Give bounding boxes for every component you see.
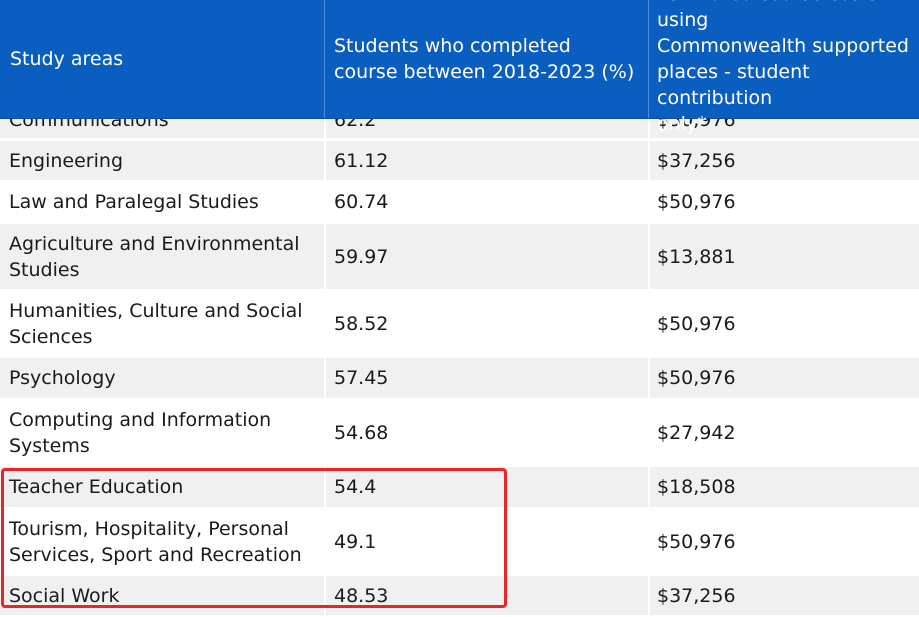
completion-cell: 58.52 xyxy=(324,291,648,356)
study-area-cell: Teacher Education xyxy=(9,476,184,498)
table-row: Tourism, Hospitality, Personal Services,… xyxy=(0,509,919,576)
study-area-cell: Social Work xyxy=(9,584,120,607)
table-row: Engineering 61.12 $37,256 xyxy=(0,141,919,182)
study-area-cell: Humanities, Culture and Social Sciences xyxy=(9,299,303,348)
study-area-cell: Agriculture and Environmental Studies xyxy=(9,232,300,281)
completion-cell: 48.53 xyxy=(324,576,648,615)
cost-cell: $37,256 xyxy=(648,576,919,615)
study-area-cell: Engineering xyxy=(9,149,123,172)
completion-cell: 61.12 xyxy=(324,141,648,180)
cost-cell: $50,976 xyxy=(648,182,919,222)
study-area-cell: Computing and Information Systems xyxy=(9,408,272,457)
cost-cell: $50,976 xyxy=(648,291,919,356)
completion-cell: 54.4 xyxy=(324,467,648,507)
study-area-cell: Law and Paralegal Studies xyxy=(9,191,259,213)
cost-cell: $50,976 xyxy=(648,358,919,398)
cost-cell: $50,976 xyxy=(648,509,919,574)
table-row: Social Work 48.53 $37,256 xyxy=(0,576,919,617)
table-row: Law and Paralegal Studies 60.74 $50,976 xyxy=(0,182,919,224)
completion-cell: 60.74 xyxy=(324,182,648,222)
table-header: Study areas Students who completed cours… xyxy=(0,0,919,135)
cost-cell: $18,508 xyxy=(648,467,919,507)
completion-cell: 49.1 xyxy=(324,509,648,574)
cost-cell: $27,942 xyxy=(648,400,919,465)
header-completed: Students who completed course between 20… xyxy=(324,0,648,118)
table-row: Psychology 57.45 $50,976 xyxy=(0,358,919,400)
completion-cell: 59.97 xyxy=(324,224,648,289)
cost-cell: $13,881 xyxy=(648,224,919,289)
table-row: Teacher Education 54.4 $18,508 xyxy=(0,467,919,509)
header-study-areas: Study areas xyxy=(10,48,124,70)
completion-cell: 57.45 xyxy=(324,358,648,398)
cost-cell: $37,256 xyxy=(648,141,919,180)
table-row: Computing and Information Systems 54.68 … xyxy=(0,400,919,467)
study-area-cell: Tourism, Hospitality, Personal Services,… xyxy=(9,517,302,566)
completion-cell: 54.68 xyxy=(324,400,648,465)
table-row: Humanities, Culture and Social Sciences … xyxy=(0,291,919,358)
study-area-cell: Psychology xyxy=(9,367,116,389)
table-row: Agriculture and Environmental Studies 59… xyxy=(0,224,919,291)
header-costs: Estimated course costs using Commonwealt… xyxy=(648,0,919,135)
